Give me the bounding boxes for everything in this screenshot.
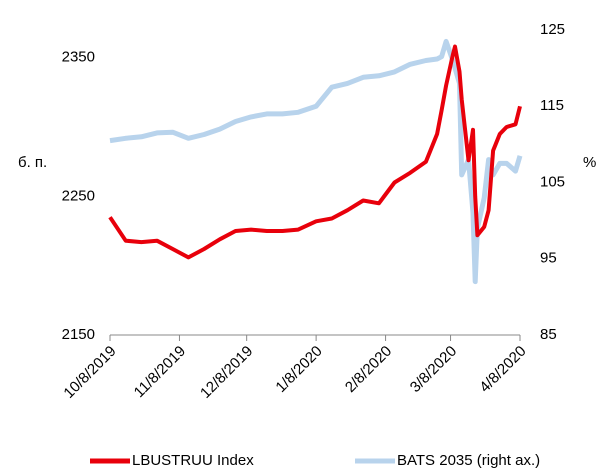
y-axis-label: б. п. (18, 154, 47, 171)
y2-tick-label: 115 (540, 97, 564, 114)
series-line (108, 44, 522, 260)
y2-tick-label: 125 (540, 21, 565, 38)
legend-label: BATS 2035 (right ax.) (397, 452, 540, 469)
y2-axis-label: % (583, 154, 596, 171)
x-tick-label: 10/8/2019 (60, 343, 119, 402)
y-tick-label: 2250 (62, 187, 95, 204)
y2-tick-label: 85 (540, 326, 557, 343)
x-tick-label: 11/8/2019 (131, 343, 189, 401)
y-tick-label: 2350 (62, 49, 95, 66)
y2-tick-label: 105 (540, 173, 565, 190)
x-tick-label: 1/8/2020 (272, 343, 325, 396)
y-tick-label: 2150 (62, 326, 95, 343)
series-line (109, 38, 523, 285)
x-tick-label: 12/8/2019 (197, 343, 256, 402)
y2-tick-label: 95 (540, 250, 557, 267)
x-tick-label: 4/8/2020 (476, 343, 529, 396)
x-tick-label: 3/8/2020 (407, 343, 460, 396)
x-tick-label: 2/8/2020 (342, 343, 395, 396)
legend-label: LBUSTRUU Index (132, 452, 254, 469)
